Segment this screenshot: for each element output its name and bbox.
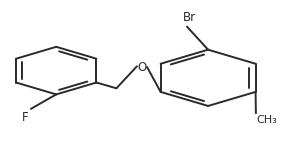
Text: CH₃: CH₃	[257, 115, 277, 125]
Text: O: O	[137, 61, 147, 74]
Text: F: F	[22, 111, 29, 124]
Text: Br: Br	[183, 11, 196, 24]
